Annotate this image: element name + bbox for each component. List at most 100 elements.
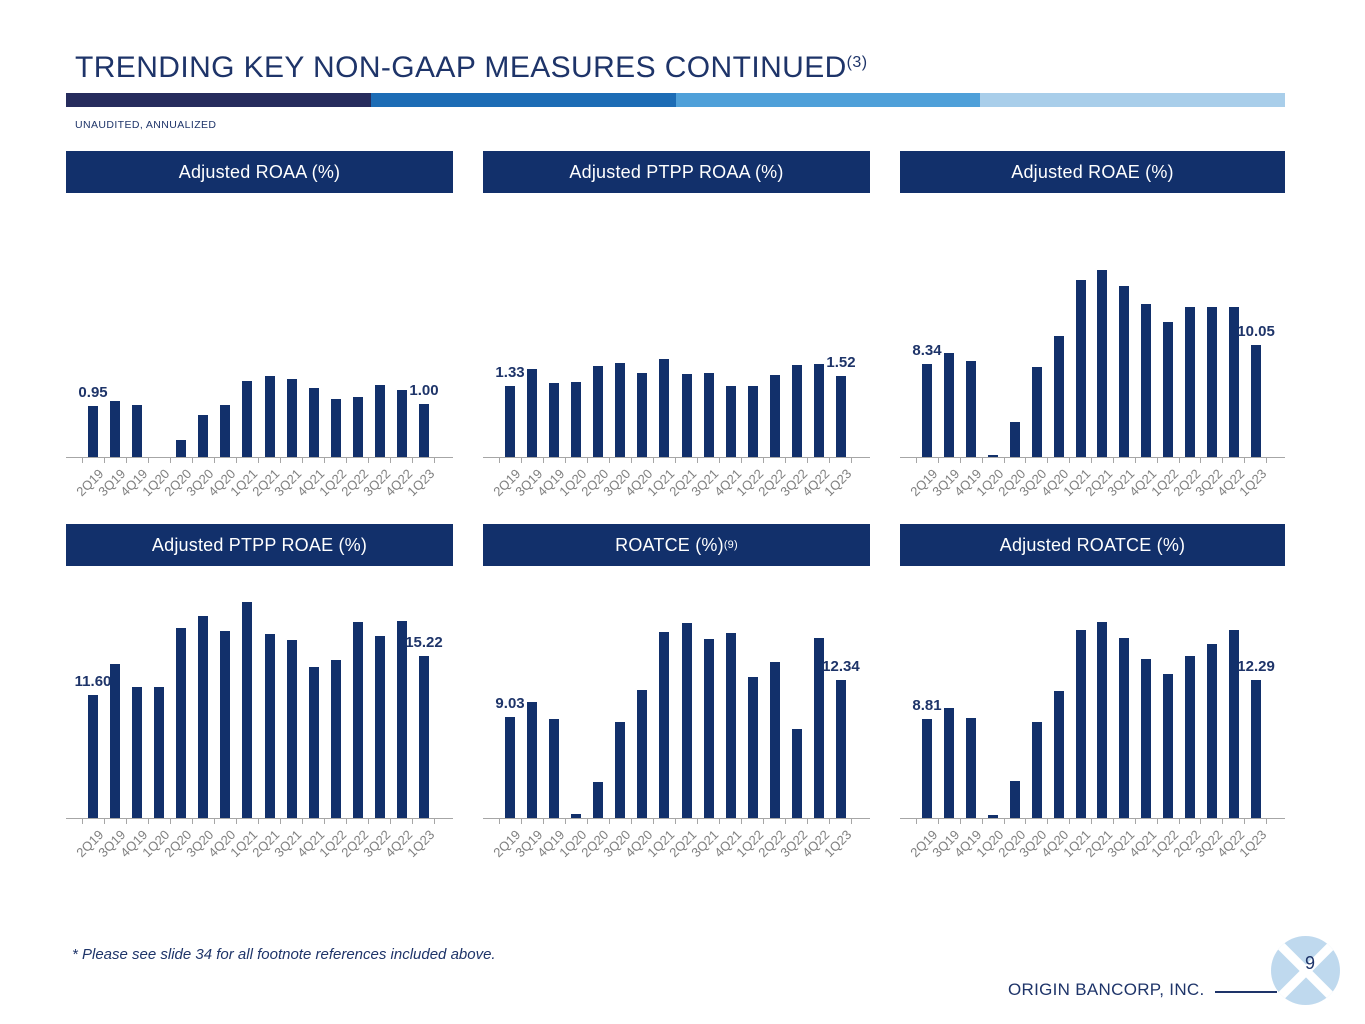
x-label-slot: 1Q23	[821, 463, 854, 521]
chart-title-text: Adjusted ROATCE (%)	[999, 534, 1186, 555]
footnote: * Please see slide 34 for all footnote r…	[72, 946, 496, 963]
bar-slot-2Q19: 8.81	[912, 566, 942, 818]
bar-3Q19	[110, 663, 121, 818]
axis-tick	[1048, 458, 1071, 463]
plot-area: 11.60 15.22	[66, 566, 453, 819]
accent-segment-4	[980, 93, 1285, 107]
bar-slot-1Q22	[325, 566, 347, 818]
bar-1Q23	[1251, 345, 1262, 457]
chart-adjusted-ptpp-roaa: Adjusted PTPP ROAA (%) 1.33 1.52 2Q19 3Q19…	[483, 151, 870, 521]
bar-slot-3Q19	[521, 566, 543, 818]
bar-slot-1Q23: 1.00	[409, 193, 439, 457]
axis-tick	[654, 819, 676, 824]
axis-tick	[1070, 819, 1092, 824]
axis-tick	[127, 458, 149, 463]
axis-tick	[742, 458, 764, 463]
axis-tick	[764, 458, 786, 463]
bar-2Q22	[352, 622, 363, 818]
chart-title-adjusted-roae: Adjusted ROAE (%)	[900, 151, 1285, 193]
charts-row-top: Adjusted ROAA (%) 0.95 1.00 2Q19 3Q19 4Q19 1…	[66, 151, 1285, 521]
chart-title-adjusted-ptpp-roaa: Adjusted PTPP ROAA (%)	[483, 151, 870, 193]
bar-4Q20	[637, 690, 648, 818]
bar-slot-4Q19	[543, 566, 565, 818]
bar-4Q21	[1141, 658, 1152, 818]
bar-slot-4Q19	[126, 193, 148, 457]
bar-slot-4Q21	[1135, 193, 1157, 457]
bar-4Q22	[1229, 307, 1240, 457]
bar-4Q22	[396, 389, 407, 457]
axis-tick	[171, 458, 193, 463]
x-label-slot: 1Q23	[404, 463, 437, 521]
axis-tick	[1005, 819, 1027, 824]
company-name: ORIGIN BANCORP, INC.	[1008, 980, 1277, 1000]
bar-3Q19	[943, 707, 954, 818]
chart-title-text: ROATCE (%)	[615, 534, 724, 555]
axis-tick	[720, 819, 742, 824]
bar-slot-3Q20	[1026, 566, 1048, 818]
bar-slot-3Q19	[104, 193, 126, 457]
bar-2Q22	[769, 662, 780, 818]
axis-tick	[1158, 458, 1180, 463]
last-value-label: 1.52	[826, 353, 856, 371]
bar-1Q23	[835, 679, 846, 818]
axis-tick	[1026, 458, 1049, 463]
bar-4Q21	[308, 667, 319, 818]
bar-slot-2Q19: 1.33	[495, 193, 525, 457]
bar-4Q22	[813, 363, 824, 457]
bar-2Q19	[505, 386, 516, 457]
bar-1Q23	[1251, 680, 1262, 818]
axis-tick	[544, 458, 566, 463]
bar-slot-2Q20	[587, 566, 609, 818]
chart-title-text: Adjusted PTPP ROAA (%)	[569, 161, 784, 182]
bar-slot-3Q22	[1201, 566, 1223, 818]
chart-title-text: Adjusted ROAE (%)	[1011, 161, 1174, 182]
axis-tick	[259, 819, 281, 824]
axis-tick	[1158, 819, 1180, 824]
bar-slot-4Q21	[720, 193, 742, 457]
bar-4Q19	[965, 361, 976, 457]
company-underline	[1214, 991, 1277, 993]
bar-3Q22	[374, 385, 385, 457]
axis-tick	[413, 819, 435, 824]
bar-slot-4Q21	[720, 566, 742, 818]
bar-1Q22	[747, 676, 758, 818]
axis-tick	[522, 819, 544, 824]
bar-2Q21	[681, 623, 692, 818]
axis-tick	[1092, 458, 1114, 463]
chart-adjusted-ptpp-roae: Adjusted PTPP ROAE (%) 11.60 15.22 2Q19 3Q…	[66, 524, 453, 882]
bar-2Q22	[1185, 307, 1196, 457]
axis-tick	[499, 819, 522, 824]
bar-2Q19	[921, 719, 932, 818]
first-value-label: 11.60	[74, 672, 112, 690]
chart-title-superscript: (9)	[723, 539, 738, 551]
bar-1Q22	[1163, 673, 1174, 818]
last-value-label: 1.00	[409, 381, 439, 399]
axis-tick	[413, 458, 435, 463]
axis-tick	[1245, 458, 1267, 463]
bar-3Q22	[791, 364, 802, 457]
bar-4Q20	[1053, 335, 1064, 457]
bar-slot-3Q22	[369, 566, 391, 818]
axis-tick	[830, 458, 852, 463]
bar-2Q21	[264, 633, 275, 818]
bar-4Q20	[220, 630, 231, 818]
bar-slot-1Q23: 12.29	[1237, 566, 1275, 818]
bar-slot-4Q21	[1135, 566, 1157, 818]
bar-3Q20	[615, 721, 626, 818]
bar-slot-4Q21	[303, 193, 325, 457]
x-axis-labels: 2Q19 3Q19 4Q19 1Q20 2Q20 3Q20 4Q20 1Q21 2Q21 3Q21…	[483, 824, 870, 882]
axis-tick	[1048, 819, 1071, 824]
axis-tick	[764, 819, 786, 824]
bar-1Q20	[987, 455, 998, 457]
axis-tick	[632, 819, 654, 824]
bar-slot-1Q20	[148, 566, 170, 818]
chart-adjusted-roaa: Adjusted ROAA (%) 0.95 1.00 2Q19 3Q19 4Q19 1…	[66, 151, 453, 521]
x-axis-ticks	[483, 458, 870, 463]
subtitle-unaudited: UNAUDITED, ANNUALIZED	[75, 119, 217, 131]
axis-tick	[632, 458, 654, 463]
bar-1Q20	[987, 814, 998, 818]
axis-tick	[1070, 458, 1092, 463]
axis-tick	[961, 458, 983, 463]
bar-slot-1Q22	[1157, 193, 1179, 457]
bar-1Q23	[418, 403, 429, 457]
